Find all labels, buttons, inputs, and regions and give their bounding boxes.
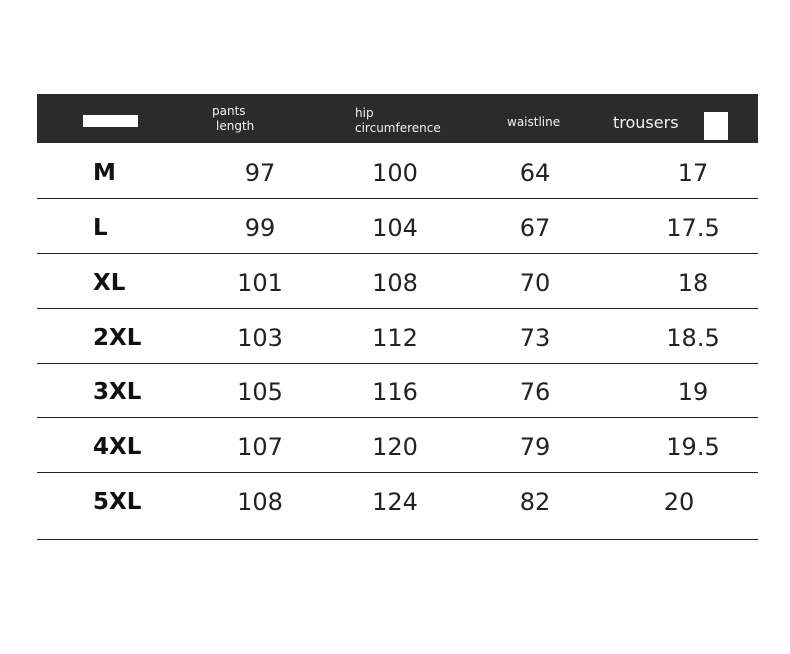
pants-length-value: 101	[237, 269, 283, 297]
waist-value: 73	[519, 324, 551, 352]
header-hip-line1: hip	[355, 106, 374, 120]
hip-value: 116	[372, 378, 418, 406]
pants-length-value: 107	[237, 433, 283, 461]
hip-value: 108	[372, 269, 418, 297]
waist-value: 64	[519, 159, 551, 187]
table-header: pants length hip circumference waistline…	[37, 94, 758, 143]
waist-value: 67	[519, 214, 551, 242]
redacted-label	[704, 112, 728, 140]
waist-value: 82	[519, 488, 551, 516]
hip-value: 104	[372, 214, 418, 242]
header-hip-line2: circumference	[355, 121, 441, 135]
waist-value: 70	[519, 269, 551, 297]
pants-length-value: 99	[244, 214, 276, 242]
table-row: M 97 100 64 17	[37, 143, 758, 199]
trousers-value: 18.5	[666, 324, 720, 352]
trousers-value: 19	[677, 378, 709, 406]
trousers-value: 20	[663, 488, 695, 516]
size-label: 5XL	[93, 489, 142, 515]
size-label: 3XL	[93, 379, 142, 405]
waist-value: 76	[519, 378, 551, 406]
hip-value: 120	[372, 433, 418, 461]
pants-length-value: 108	[237, 488, 283, 516]
pants-length-value: 103	[237, 324, 283, 352]
table-row: 3XL 105 116 76 19	[37, 362, 758, 418]
hip-value: 100	[372, 159, 418, 187]
trousers-value: 17	[677, 159, 709, 187]
waist-value: 79	[519, 433, 551, 461]
hip-value: 124	[372, 488, 418, 516]
table-row: XL 101 108 70 18	[37, 253, 758, 309]
header-hip-circumference: hip circumference	[355, 106, 441, 136]
pants-length-value: 97	[244, 159, 276, 187]
header-pants-length: pants length	[212, 104, 254, 134]
table-row: L 99 104 67 17.5	[37, 198, 758, 254]
pants-length-value: 105	[237, 378, 283, 406]
size-label: 2XL	[93, 325, 142, 351]
trousers-value: 17.5	[666, 214, 720, 242]
header-trousers: trousers	[613, 113, 679, 132]
size-label: XL	[93, 270, 126, 296]
hip-value: 112	[372, 324, 418, 352]
table-row: 4XL 107 120 79 19.5	[37, 417, 758, 473]
trousers-value: 18	[677, 269, 709, 297]
trousers-value: 19.5	[666, 433, 720, 461]
header-pants-length-line2: length	[216, 119, 255, 133]
header-waistline: waistline	[507, 115, 561, 129]
table-row: 2XL 103 112 73 18.5	[37, 308, 758, 364]
size-label: M	[93, 160, 116, 186]
size-label: 4XL	[93, 434, 142, 460]
table-row: 5XL 108 124 82 20	[37, 472, 758, 540]
redacted-label	[83, 115, 138, 127]
header-pants-length-line1: pants	[212, 104, 246, 118]
size-label: L	[93, 215, 108, 241]
